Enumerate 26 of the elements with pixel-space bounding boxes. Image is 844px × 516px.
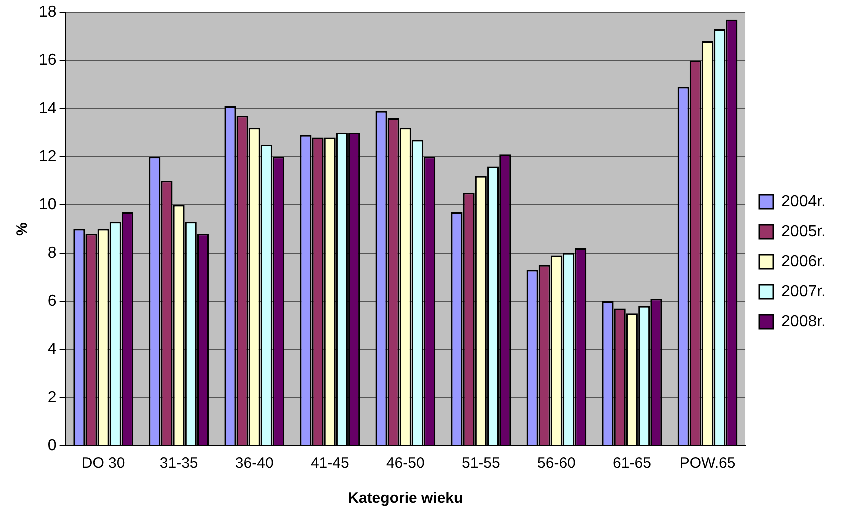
x-tick-label: POW.65 bbox=[680, 455, 736, 472]
y-tick-label: 6 bbox=[48, 292, 57, 310]
y-tick-label: 18 bbox=[39, 4, 57, 22]
y-tick-label: 10 bbox=[39, 196, 57, 214]
x-axis-title: Kategorie wieku bbox=[348, 490, 464, 508]
x-tick-label: 36-40 bbox=[235, 455, 274, 472]
legend-label: 2008r. bbox=[782, 313, 826, 330]
x-tick-label: 51-55 bbox=[462, 455, 500, 472]
y-tick-label: 12 bbox=[39, 148, 57, 166]
x-tick-label: 56-60 bbox=[538, 455, 576, 472]
legend-label: 2005r. bbox=[782, 223, 826, 240]
y-tick-label: 4 bbox=[48, 341, 57, 358]
y-tick-label: 0 bbox=[48, 437, 57, 454]
y-axis-title: % bbox=[14, 222, 32, 236]
legend-label: 2006r. bbox=[782, 253, 826, 270]
y-tick-label: 14 bbox=[39, 100, 57, 118]
legend-label: 2004r. bbox=[782, 193, 826, 210]
y-tick-label: 16 bbox=[39, 52, 57, 70]
x-tick-label: 46-50 bbox=[386, 455, 425, 472]
y-tick-label: 2 bbox=[48, 389, 57, 406]
x-tick-label: DO 30 bbox=[82, 455, 126, 472]
y-tick-label: 8 bbox=[48, 244, 57, 262]
legend-label: 2007r. bbox=[782, 283, 826, 300]
x-tick-label: 41-45 bbox=[310, 455, 350, 472]
x-tick-label: 61-65 bbox=[613, 455, 652, 472]
x-tick-label: 31-35 bbox=[160, 455, 198, 472]
